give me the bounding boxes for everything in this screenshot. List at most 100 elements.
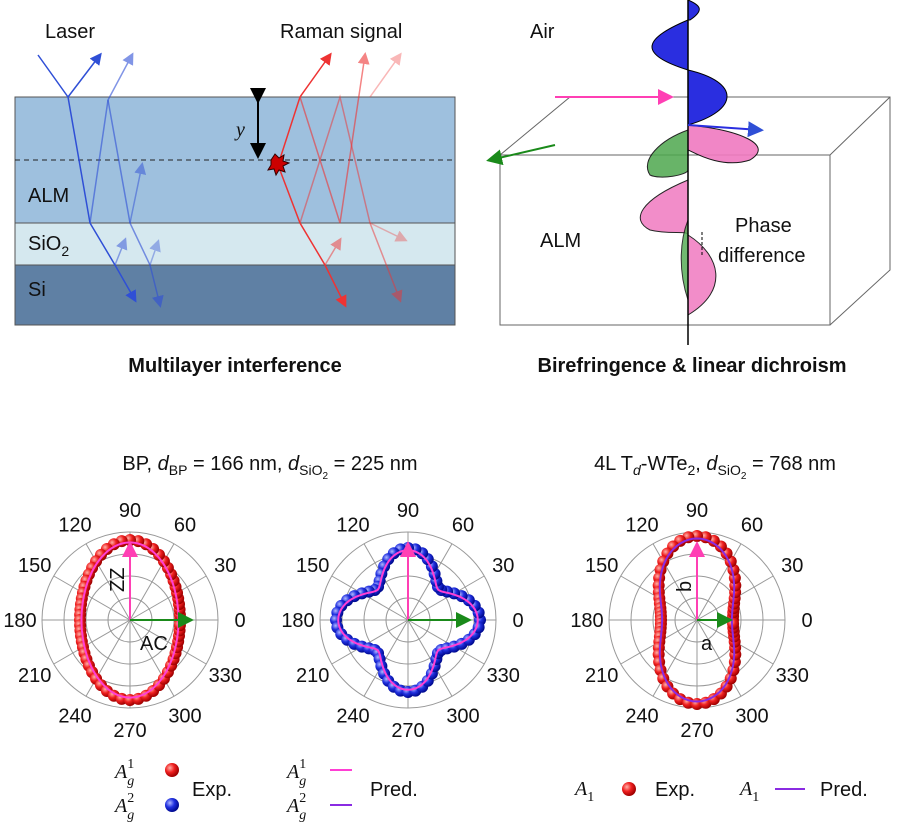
- superscript: 1: [127, 757, 134, 772]
- layer-label: ALM: [28, 185, 69, 207]
- angle-label: 60: [174, 515, 196, 537]
- legend-symbol: Ag 2: [285, 791, 306, 823]
- legend-label: Exp.: [192, 779, 232, 801]
- legend-symbol: A1: [573, 778, 594, 805]
- angle-label: 330: [776, 665, 809, 687]
- subscript: 2: [687, 462, 695, 478]
- polar-spoke: [407, 543, 453, 621]
- angle-label: 0: [801, 610, 812, 632]
- angle-label: 300: [735, 705, 768, 727]
- caption: Birefringence & linear dichroism: [538, 355, 847, 377]
- multilayer-diagram: Laser Raman signal y ALM SiO2 Si Multila…: [14, 21, 456, 377]
- text: = 166 nm,: [187, 453, 288, 475]
- polar-spoke: [85, 619, 131, 697]
- angle-label: 210: [585, 665, 618, 687]
- subscript: 2: [741, 471, 747, 482]
- subscript: 1: [752, 790, 759, 805]
- raman-label: Raman signal: [280, 21, 402, 43]
- angle-label: 270: [113, 720, 146, 742]
- birefringence-diagram: Air ALM Phase difference Birefringence &…: [486, 0, 891, 377]
- text: = 225 nm: [328, 453, 418, 475]
- angle-label: 180: [570, 610, 603, 632]
- polar-spoke: [407, 619, 485, 665]
- text: = 768 nm: [746, 453, 836, 475]
- angle-label: 270: [391, 720, 424, 742]
- subscript: BP: [169, 462, 188, 478]
- polar-spoke: [53, 619, 131, 665]
- polar-spoke: [129, 619, 175, 697]
- text: d: [288, 453, 300, 475]
- angle-label: 60: [452, 515, 474, 537]
- polar-plots: 0306090120150180210240270300330ZZAC03060…: [3, 500, 812, 742]
- polar-spoke: [53, 575, 131, 621]
- legend-label: Pred.: [370, 779, 418, 801]
- text: A: [285, 795, 300, 817]
- subscript: 2: [323, 471, 329, 482]
- polar-spoke: [363, 619, 409, 697]
- superscript: 1: [299, 757, 306, 772]
- angle-label: 90: [686, 500, 708, 522]
- angle-label: 240: [58, 705, 91, 727]
- caption: Multilayer interference: [128, 355, 341, 377]
- legend-symbol: Ag 2: [113, 791, 134, 823]
- angle-label: 120: [625, 515, 658, 537]
- angle-label: 210: [296, 665, 329, 687]
- axis-label: ZZ: [107, 568, 129, 592]
- subscript: 1: [587, 790, 594, 805]
- angle-label: 150: [18, 555, 51, 577]
- text: d: [158, 453, 170, 475]
- angle-label: 60: [741, 515, 763, 537]
- angle-label: 150: [585, 555, 618, 577]
- prediction-line: [658, 537, 736, 703]
- air-label: Air: [530, 21, 555, 43]
- angle-label: 120: [58, 515, 91, 537]
- axis-label: a: [701, 633, 713, 655]
- angle-label: 330: [209, 665, 242, 687]
- panel-title: 4L Td-WTe2, dSiO2 = 768 nm: [594, 453, 836, 482]
- alm-label: ALM: [540, 230, 581, 252]
- subscript: g: [299, 774, 306, 789]
- text: -WTe: [641, 453, 688, 475]
- text: d: [706, 453, 718, 475]
- angle-label: 240: [336, 705, 369, 727]
- phase-label: difference: [718, 245, 805, 267]
- panel-title: BP, dBP = 166 nm, dSiO2 = 225 nm: [122, 453, 417, 482]
- axis-label: AC: [140, 633, 168, 655]
- angle-label: 120: [336, 515, 369, 537]
- laser-label: Laser: [45, 21, 95, 43]
- depth-label: y: [234, 119, 245, 141]
- subscript: 2: [61, 243, 69, 259]
- legend-label: Exp.: [655, 779, 695, 801]
- phase-label: Phase: [735, 215, 792, 237]
- legend: Ag1 Ag2 Exp. Ag1 Ag2 Pred. A1 Exp. A1 Pr…: [113, 757, 868, 823]
- text: A: [285, 761, 300, 783]
- legend-symbol: Ag 1: [285, 757, 306, 789]
- angle-label: 300: [446, 705, 479, 727]
- text: A: [738, 778, 753, 800]
- layer-label: SiO2: [28, 233, 69, 259]
- prediction-line: [80, 541, 180, 699]
- angle-label: 0: [512, 610, 523, 632]
- angle-label: 150: [296, 555, 329, 577]
- polar-spoke: [129, 575, 207, 621]
- angle-label: 300: [168, 705, 201, 727]
- legend-label: Pred.: [820, 779, 868, 801]
- angle-label: 180: [3, 610, 36, 632]
- angle-label: 240: [625, 705, 658, 727]
- angle-label: 330: [487, 665, 520, 687]
- angle-label: 0: [234, 610, 245, 632]
- superscript: 2: [127, 791, 134, 806]
- subscript: g: [127, 808, 134, 823]
- polar-spoke: [331, 575, 409, 621]
- angle-label: 90: [397, 500, 419, 522]
- text: A: [573, 778, 588, 800]
- text: 4L T: [594, 453, 633, 475]
- superscript: 2: [299, 791, 306, 806]
- polar-spoke: [331, 619, 409, 665]
- legend-symbol: A1: [738, 778, 759, 805]
- polar-spoke: [129, 543, 175, 621]
- text: A: [113, 795, 128, 817]
- angle-label: 180: [281, 610, 314, 632]
- text: BP,: [122, 453, 157, 475]
- text: ,: [695, 453, 706, 475]
